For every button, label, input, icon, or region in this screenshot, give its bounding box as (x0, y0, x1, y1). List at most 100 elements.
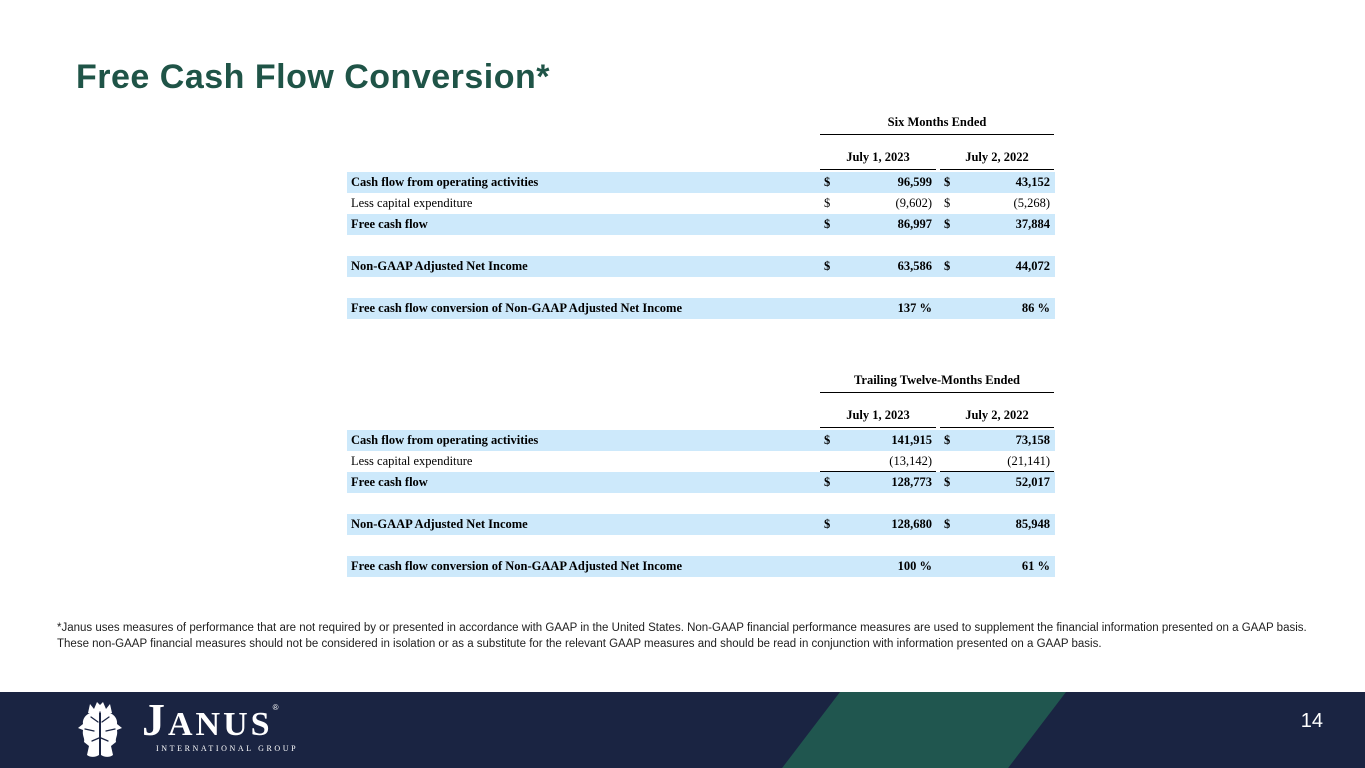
cell-value: 100 % (897, 559, 932, 573)
cell-value: 73,158 (1015, 433, 1050, 447)
spacer-row (347, 493, 1055, 514)
page-title: Free Cash Flow Conversion* (76, 58, 550, 96)
currency-symbol: $ (824, 196, 831, 210)
six-months-table: Six Months Ended July 1, 2023 July 2, 20… (347, 115, 1055, 319)
value-cell: $43,152 (940, 172, 1054, 193)
currency-symbol: $ (944, 475, 951, 489)
cell-value: (21,141) (1007, 453, 1050, 468)
currency-symbol: $ (824, 259, 831, 273)
period-header: Six Months Ended (820, 115, 1054, 135)
janus-logo-text: JANUS® INTERNATIONAL GROUP (142, 694, 299, 754)
value-cell: 100 % (820, 556, 936, 577)
cell-value: (5,268) (1013, 196, 1050, 210)
column-header: July 1, 2023 (820, 408, 936, 428)
row-label: Free cash flow conversion of Non-GAAP Ad… (351, 559, 682, 573)
cell-value: 86,997 (897, 217, 932, 231)
table-rows: Cash flow from operating activities $96,5… (347, 172, 1055, 319)
row-label: Free cash flow (351, 475, 428, 489)
table-row: Free cash flow $128,773 $52,017 (347, 472, 1055, 493)
table-row: Less capital expenditure $ (9,602) $ (5,268) (347, 193, 1055, 214)
footer-bar: JANUS® INTERNATIONAL GROUP 14 (0, 692, 1365, 768)
value-cell: $128,680 (820, 514, 936, 535)
cell-value: 141,915 (891, 433, 932, 447)
period-header-wrap: Trailing Twelve-Months Ended (820, 373, 1054, 393)
table-row: Non-GAAP Adjusted Net Income $128,680 $85,… (347, 514, 1055, 535)
janus-two-faces-icon (78, 702, 122, 757)
cell-value: (9,602) (895, 196, 932, 210)
page-number: 14 (1300, 710, 1323, 732)
value-cell: $ (5,268) (940, 193, 1054, 214)
value-cell: (13,142) (820, 451, 936, 472)
cell-value: 96,599 (897, 175, 932, 189)
value-cell: $85,948 (940, 514, 1054, 535)
footnote-text: *Janus uses measures of performance that… (57, 622, 1307, 650)
cell-value: 63,586 (897, 259, 932, 273)
table-row: Cash flow from operating activities $141,… (347, 430, 1055, 451)
value-cell: $52,017 (940, 472, 1054, 493)
cell-value: (13,142) (889, 453, 932, 468)
table-row: Cash flow from operating activities $96,5… (347, 172, 1055, 193)
table-row: Free cash flow conversion of Non-GAAP Ad… (347, 298, 1055, 319)
currency-symbol: $ (824, 175, 831, 189)
registered-trademark-icon: ® (272, 703, 279, 712)
cell-value: 37,884 (1015, 217, 1050, 231)
currency-symbol: $ (824, 433, 831, 447)
value-cell: $86,997 (820, 214, 936, 235)
cell-value: 137 % (897, 301, 932, 315)
spacer-row (347, 277, 1055, 298)
period-header: Trailing Twelve-Months Ended (820, 373, 1054, 393)
row-label: Cash flow from operating activities (351, 433, 539, 447)
currency-symbol: $ (824, 475, 831, 489)
column-header: July 1, 2023 (820, 150, 936, 170)
currency-symbol: $ (944, 175, 951, 189)
row-label: Less capital expenditure (351, 196, 473, 210)
table-row: Non-GAAP Adjusted Net Income $63,586 $44,0… (347, 256, 1055, 277)
logo-subtext: INTERNATIONAL GROUP (156, 744, 299, 753)
cell-value: 43,152 (1015, 175, 1050, 189)
value-cell: (21,141) (940, 451, 1054, 472)
value-cell: $37,884 (940, 214, 1054, 235)
currency-symbol: $ (824, 517, 831, 531)
column-header: July 2, 2022 (940, 150, 1054, 170)
cell-value: 52,017 (1015, 475, 1050, 489)
row-label: Cash flow from operating activities (351, 175, 539, 189)
value-cell: $96,599 (820, 172, 936, 193)
row-label: Non-GAAP Adjusted Net Income (351, 517, 528, 531)
period-header-wrap: Six Months Ended (820, 115, 1054, 135)
spacer-row (347, 535, 1055, 556)
row-label: Less capital expenditure (351, 454, 473, 468)
column-header: July 2, 2022 (940, 408, 1054, 428)
value-cell: $44,072 (940, 256, 1054, 277)
row-label: Free cash flow (351, 217, 428, 231)
cell-value: 128,680 (891, 517, 932, 531)
table-row: Free cash flow conversion of Non-GAAP Ad… (347, 556, 1055, 577)
currency-symbol: $ (944, 433, 951, 447)
accent-parallelogram (782, 692, 1066, 768)
date-header-row: July 1, 2023 July 2, 2022 (820, 408, 1055, 428)
value-cell: $ (9,602) (820, 193, 936, 214)
janus-logo: JANUS® INTERNATIONAL GROUP (68, 696, 298, 760)
cell-value: 61 % (1021, 559, 1050, 573)
cell-value: 85,948 (1015, 517, 1050, 531)
table-row: Free cash flow $86,997 $37,884 (347, 214, 1055, 235)
cell-value: 86 % (1021, 301, 1050, 315)
spacer-row (347, 235, 1055, 256)
logo-wordmark: JANUS (142, 694, 273, 745)
cell-value: 44,072 (1015, 259, 1050, 273)
value-cell: $141,915 (820, 430, 936, 451)
value-cell: $63,586 (820, 256, 936, 277)
value-cell: 86 % (940, 298, 1054, 319)
value-cell: $128,773 (820, 472, 936, 493)
table-rows: Cash flow from operating activities $141,… (347, 430, 1055, 577)
value-cell: $73,158 (940, 430, 1054, 451)
currency-symbol: $ (944, 517, 951, 531)
value-cell: 61 % (940, 556, 1054, 577)
trailing-twelve-months-table: Trailing Twelve-Months Ended July 1, 202… (347, 373, 1055, 577)
currency-symbol: $ (944, 196, 951, 210)
currency-symbol: $ (824, 217, 831, 231)
value-cell: 137 % (820, 298, 936, 319)
cell-value: 128,773 (891, 475, 932, 489)
table-row: Less capital expenditure (13,142) (21,141) (347, 451, 1055, 472)
row-label: Non-GAAP Adjusted Net Income (351, 259, 528, 273)
date-header-row: July 1, 2023 July 2, 2022 (820, 150, 1055, 170)
